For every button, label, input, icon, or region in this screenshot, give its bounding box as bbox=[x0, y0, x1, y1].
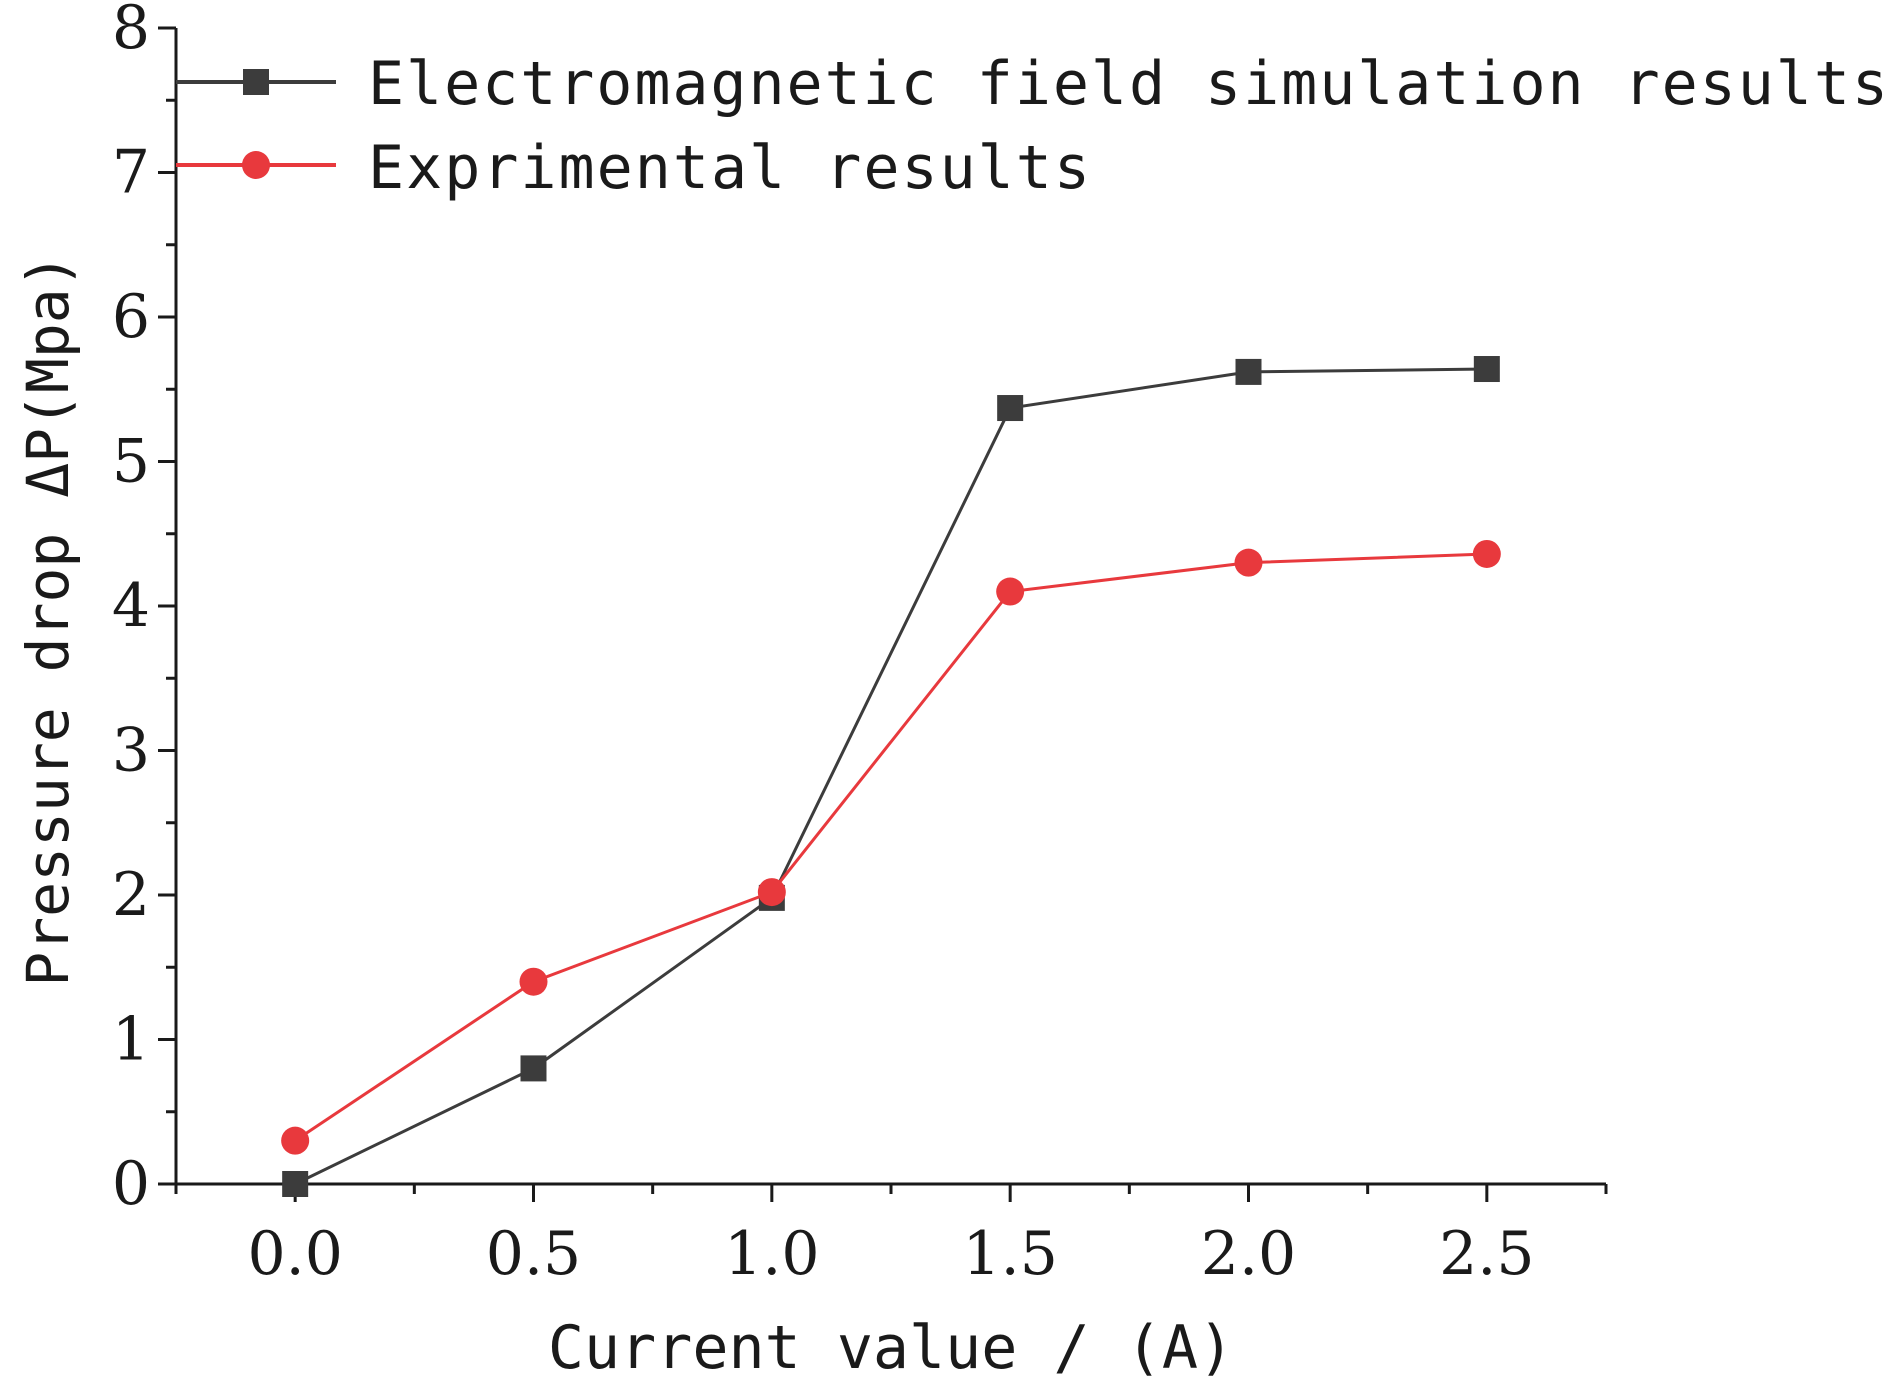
y-tick-label: 1 bbox=[112, 1005, 150, 1075]
x-ticks: 0.0 0.5 1.0 1.5 2.0 2.5 bbox=[174, 1184, 1608, 1289]
x-tick-label: 2.0 bbox=[1201, 1219, 1296, 1289]
data-point-simulation bbox=[1235, 358, 1262, 385]
y-tick-label: 7 bbox=[112, 138, 150, 208]
data-point-experimental bbox=[519, 967, 548, 996]
data-point-simulation bbox=[1473, 356, 1500, 383]
legend-label-simulation: Electromagnetic field simulation results bbox=[368, 49, 1888, 119]
y-tick-label: 5 bbox=[112, 427, 150, 497]
y-tick-label: 2 bbox=[112, 860, 150, 930]
x-tick-label: 2.5 bbox=[1439, 1219, 1534, 1289]
data-point-experimental bbox=[1234, 548, 1263, 577]
series-layer bbox=[281, 356, 1501, 1197]
legend: Electromagnetic field simulation results… bbox=[176, 49, 1888, 203]
x-tick-label: 0.5 bbox=[486, 1219, 581, 1289]
data-point-experimental bbox=[757, 878, 786, 907]
legend-item-experimental: Exprimental results bbox=[176, 133, 1090, 203]
y-tick-label: 6 bbox=[112, 282, 150, 352]
y-ticks: 0 1 2 3 4 5 6 7 8 bbox=[112, 0, 176, 1219]
legend-item-simulation: Electromagnetic field simulation results bbox=[176, 49, 1888, 119]
series-line-experimental bbox=[294, 552, 1487, 1142]
data-point-simulation bbox=[282, 1171, 309, 1197]
x-axis-title: Current value / (A) bbox=[548, 1313, 1234, 1379]
x-tick-label: 0.0 bbox=[247, 1219, 342, 1289]
legend-label-experimental: Exprimental results bbox=[368, 133, 1090, 203]
data-point-experimental bbox=[281, 1126, 310, 1155]
x-tick-label: 1.5 bbox=[962, 1219, 1057, 1289]
y-tick-label: 0 bbox=[112, 1149, 150, 1219]
series-line-simulation bbox=[294, 367, 1487, 1186]
data-point-simulation bbox=[520, 1055, 547, 1082]
legend-marker-simulation bbox=[243, 69, 269, 95]
x-tick-label: 1.0 bbox=[724, 1219, 819, 1289]
y-axis-title: Pressure drop ΔP(Mpa) bbox=[14, 253, 82, 986]
data-point-experimental bbox=[996, 577, 1025, 606]
y-tick-label: 4 bbox=[112, 571, 150, 641]
data-point-experimental bbox=[1472, 539, 1501, 568]
y-tick-label: 8 bbox=[112, 0, 150, 63]
y-tick-label: 3 bbox=[112, 716, 150, 786]
legend-marker-experimental bbox=[242, 151, 270, 179]
data-point-simulation bbox=[997, 395, 1024, 422]
